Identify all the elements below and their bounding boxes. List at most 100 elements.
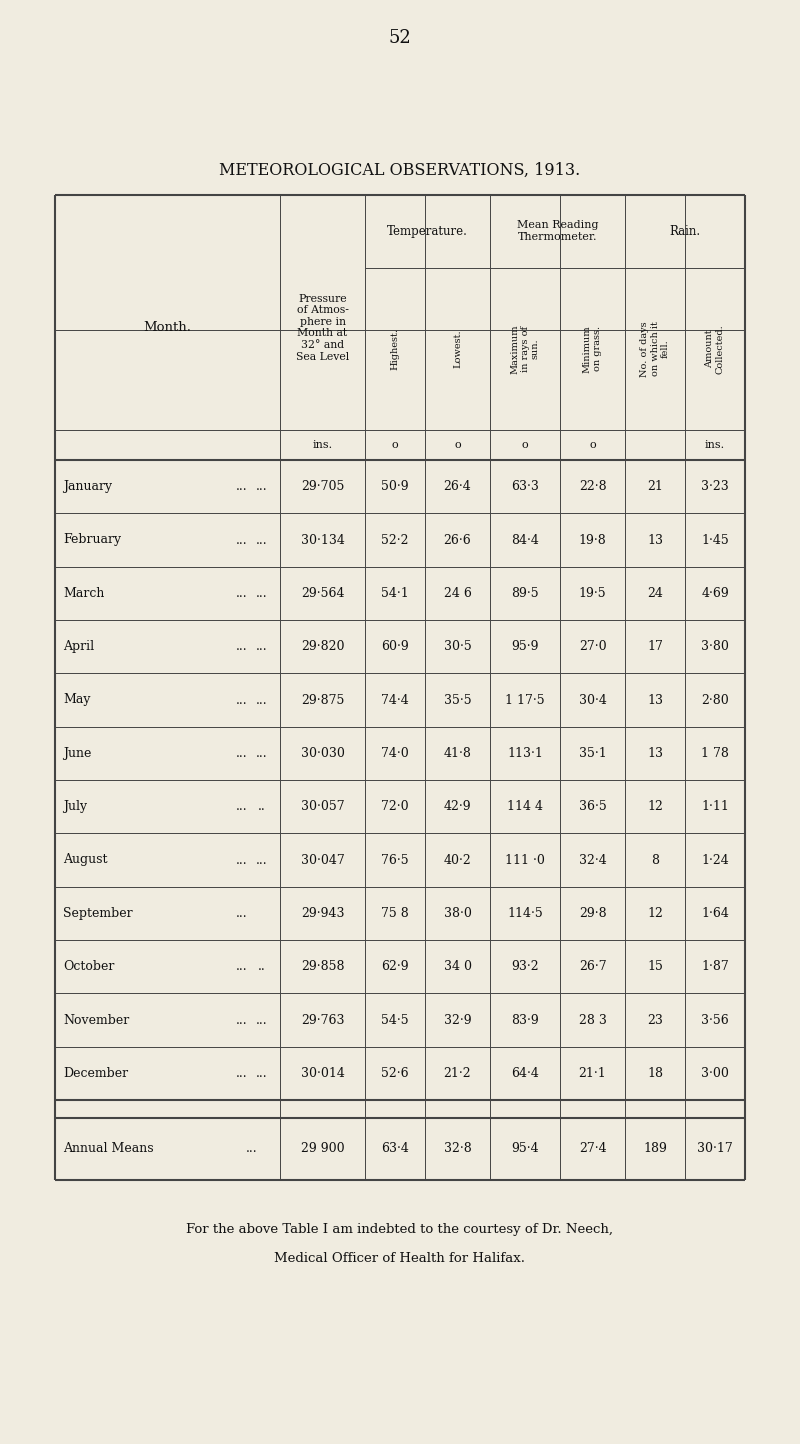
Text: ...: ... (256, 693, 268, 706)
Text: 30·134: 30·134 (301, 533, 345, 546)
Text: ...: ... (236, 907, 248, 920)
Text: 26·4: 26·4 (444, 481, 471, 494)
Text: October: October (63, 960, 114, 973)
Text: ...: ... (256, 481, 268, 494)
Text: ...: ... (236, 693, 248, 706)
Text: 189: 189 (643, 1142, 667, 1155)
Text: March: March (63, 586, 104, 599)
Text: 1·87: 1·87 (701, 960, 729, 973)
Text: ...: ... (236, 481, 248, 494)
Text: April: April (63, 640, 94, 653)
Text: May: May (63, 693, 90, 706)
Text: 62·9: 62·9 (381, 960, 409, 973)
Text: 95·9: 95·9 (511, 640, 538, 653)
Text: Highest.: Highest. (390, 328, 399, 370)
Text: 60·9: 60·9 (381, 640, 409, 653)
Text: ..: .. (258, 960, 266, 973)
Text: 32·4: 32·4 (578, 853, 606, 866)
Text: 54·5: 54·5 (381, 1014, 409, 1027)
Text: 12: 12 (647, 800, 663, 813)
Text: 13: 13 (647, 693, 663, 706)
Text: o: o (589, 440, 596, 451)
Text: Pressure
of Atmos-
phere in
Month at
32° and
Sea Level: Pressure of Atmos- phere in Month at 32°… (296, 293, 349, 361)
Text: ...: ... (236, 747, 248, 760)
Text: 13: 13 (647, 747, 663, 760)
Text: 4·69: 4·69 (701, 586, 729, 599)
Text: December: December (63, 1067, 128, 1080)
Text: 52·6: 52·6 (381, 1067, 409, 1080)
Text: 41·8: 41·8 (443, 747, 471, 760)
Text: o: o (392, 440, 398, 451)
Text: ...: ... (256, 533, 268, 546)
Text: June: June (63, 747, 91, 760)
Text: September: September (63, 907, 133, 920)
Text: 30·030: 30·030 (301, 747, 345, 760)
Text: ...: ... (236, 1067, 248, 1080)
Text: 114 4: 114 4 (507, 800, 543, 813)
Text: 1·24: 1·24 (701, 853, 729, 866)
Text: ...: ... (256, 1014, 268, 1027)
Text: 29·8: 29·8 (578, 907, 606, 920)
Text: ...: ... (236, 960, 248, 973)
Text: 29·705: 29·705 (301, 481, 344, 494)
Text: 84·4: 84·4 (511, 533, 539, 546)
Text: August: August (63, 853, 107, 866)
Text: ins.: ins. (705, 440, 725, 451)
Text: 29·564: 29·564 (301, 586, 344, 599)
Text: ...: ... (256, 853, 268, 866)
Text: 54·1: 54·1 (381, 586, 409, 599)
Text: 15: 15 (647, 960, 663, 973)
Text: 8: 8 (651, 853, 659, 866)
Text: 32·9: 32·9 (444, 1014, 471, 1027)
Text: 95·4: 95·4 (511, 1142, 539, 1155)
Text: 29·820: 29·820 (301, 640, 344, 653)
Text: METEOROLOGICAL OBSERVATIONS, 1913.: METEOROLOGICAL OBSERVATIONS, 1913. (219, 162, 581, 179)
Text: 30·17: 30·17 (697, 1142, 733, 1155)
Text: 35·1: 35·1 (578, 747, 606, 760)
Text: Annual Means: Annual Means (63, 1142, 154, 1155)
Text: 22·8: 22·8 (578, 481, 606, 494)
Text: 76·5: 76·5 (381, 853, 409, 866)
Text: 114·5: 114·5 (507, 907, 543, 920)
Text: 30·014: 30·014 (301, 1067, 345, 1080)
Text: 19·5: 19·5 (578, 586, 606, 599)
Text: 50·9: 50·9 (381, 481, 409, 494)
Text: 30·4: 30·4 (578, 693, 606, 706)
Text: 1·64: 1·64 (701, 907, 729, 920)
Text: Minimum
on grass.: Minimum on grass. (582, 325, 602, 373)
Text: 26·6: 26·6 (444, 533, 471, 546)
Text: 2·80: 2·80 (701, 693, 729, 706)
Text: 21·2: 21·2 (444, 1067, 471, 1080)
Text: ...: ... (236, 800, 248, 813)
Text: 30·057: 30·057 (301, 800, 344, 813)
Text: 29 900: 29 900 (301, 1142, 344, 1155)
Text: ...: ... (236, 1014, 248, 1027)
Text: ...: ... (256, 586, 268, 599)
Text: Rain.: Rain. (670, 225, 701, 238)
Text: 26·7: 26·7 (578, 960, 606, 973)
Text: 29·943: 29·943 (301, 907, 344, 920)
Text: ...: ... (256, 1067, 268, 1080)
Text: Medical Officer of Health for Halifax.: Medical Officer of Health for Halifax. (274, 1252, 526, 1265)
Text: o: o (522, 440, 528, 451)
Text: 29·875: 29·875 (301, 693, 344, 706)
Text: 3·23: 3·23 (701, 481, 729, 494)
Text: July: July (63, 800, 87, 813)
Text: 93·2: 93·2 (511, 960, 539, 973)
Text: ...: ... (236, 586, 248, 599)
Text: ...: ... (246, 1142, 258, 1155)
Text: Lowest.: Lowest. (453, 329, 462, 368)
Text: January: January (63, 481, 112, 494)
Text: 38·0: 38·0 (443, 907, 471, 920)
Text: 24 6: 24 6 (443, 586, 471, 599)
Text: ...: ... (256, 747, 268, 760)
Text: 74·4: 74·4 (381, 693, 409, 706)
Text: ...: ... (256, 640, 268, 653)
Text: 3·00: 3·00 (701, 1067, 729, 1080)
Text: ..: .. (258, 800, 266, 813)
Text: 30·047: 30·047 (301, 853, 344, 866)
Text: No. of days
on which it
fell.: No. of days on which it fell. (640, 321, 670, 377)
Text: 28 3: 28 3 (578, 1014, 606, 1027)
Text: 3·80: 3·80 (701, 640, 729, 653)
Text: 21·1: 21·1 (578, 1067, 606, 1080)
